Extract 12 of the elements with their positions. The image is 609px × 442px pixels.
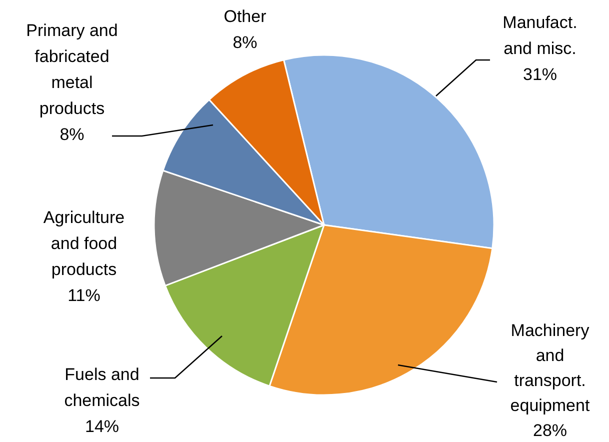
data-label: 14% [84,417,120,436]
data-label: 11% [68,286,100,305]
data-label: 31% [522,65,558,84]
data-label: 8% [232,33,258,52]
slice-label: Fuels and chemicals [64,365,140,410]
slice-label: Other [224,7,267,26]
slice-label: Machinery and transport. equipment [510,321,590,415]
slice-label: Manufact. and misc. [502,13,578,58]
slice-label: Agriculture and food products [43,208,125,279]
data-label: 28% [532,421,568,440]
data-label: 8% [60,125,84,144]
slice-label: Primary and fabricated metal products [26,21,118,118]
